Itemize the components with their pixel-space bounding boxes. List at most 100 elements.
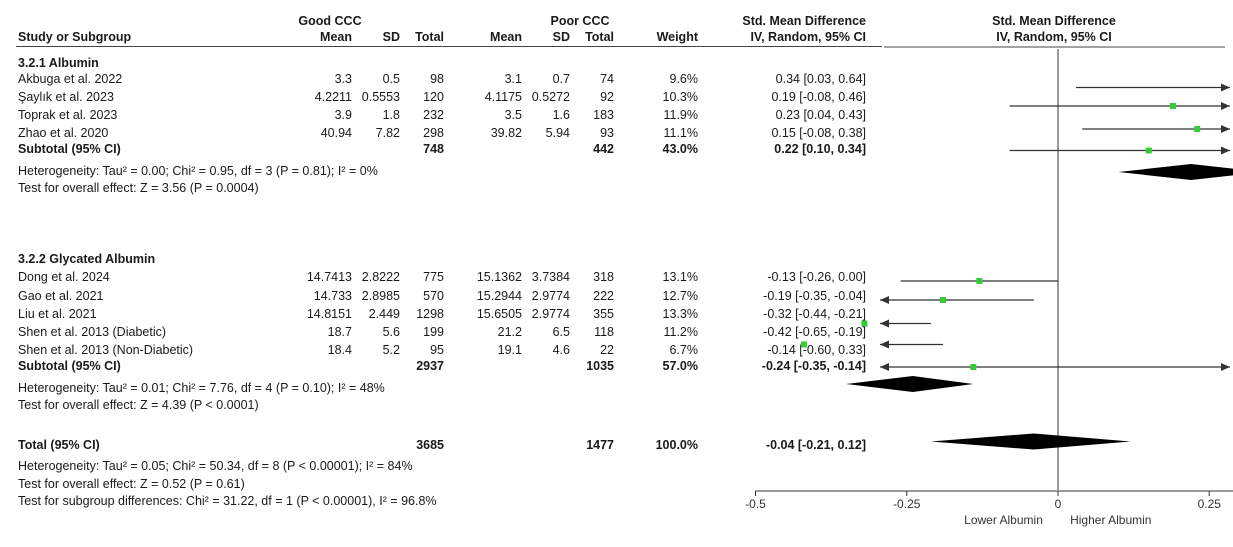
study-cell-total2: 93 (600, 126, 614, 140)
overall-effect-text: Test for overall effect: Z = 3.56 (P = 0… (18, 181, 259, 195)
col-header-weight: Weight (656, 30, 698, 44)
point-estimate (976, 278, 983, 284)
ci-arrow-left (880, 363, 889, 371)
plot-header: Std. Mean Difference (992, 14, 1116, 28)
study-cell-total1: 775 (423, 270, 444, 284)
study-cell-total2: 222 (593, 289, 614, 303)
study-cell-mean2: 4.1175 (484, 90, 522, 104)
study-cell-sd2: 1.6 (552, 108, 570, 122)
study-cell-mean2: 21.2 (497, 325, 522, 339)
study-cell-weight: 13.1% (662, 270, 698, 284)
study-cell-total1: 120 (423, 90, 444, 104)
study-cell-mean1: 14.733 (313, 289, 352, 303)
study-cell-mean2: 3.1 (504, 72, 522, 86)
study-cell-sd1: 7.82 (375, 126, 400, 140)
study-cell-sd2: 3.7384 (531, 270, 570, 284)
study-cell-sd1: 0.5553 (361, 90, 400, 104)
ci-arrow-left (880, 319, 889, 328)
x-label-right: Higher Albumin (1070, 513, 1151, 527)
study-cell-weight: 10.3% (662, 90, 698, 104)
study-cell-ci: 0.34 [0.03, 0.64] (775, 72, 866, 86)
study-cell-mean2: 15.1362 (476, 270, 522, 284)
subtotal-total2: 442 (593, 142, 614, 156)
summary-diamond (846, 376, 974, 392)
col-header-sd1: SD (382, 30, 400, 44)
smd-header: Std. Mean Difference (742, 14, 866, 28)
study-cell-ci: 0.15 [-0.08, 0.38] (771, 126, 866, 140)
study-cell-study: Akbuga et al. 2022 (18, 72, 123, 86)
study-cell-total1: 1298 (416, 307, 444, 321)
study-cell-weight: 11.9% (663, 108, 698, 122)
point-estimate (1194, 126, 1201, 132)
study-cell-mean1: 14.7413 (306, 270, 352, 284)
x-tick-label: 0.25 (1198, 497, 1222, 511)
overall-effect-text: Test for overall effect: Z = 4.39 (P < 0… (18, 398, 259, 412)
study-cell-total1: 199 (423, 325, 444, 339)
point-estimate (861, 320, 868, 327)
study-cell-total2: 183 (593, 108, 614, 122)
ci-arrow-left (880, 340, 889, 349)
study-cell-sd2: 6.5 (552, 325, 570, 339)
study-cell-weight: 13.3% (662, 307, 698, 321)
col-header-sd2: SD (552, 30, 570, 44)
subtotal-total1: 748 (423, 142, 444, 156)
subtotal-weight: 57.0% (662, 359, 698, 373)
study-cell-weight: 6.7% (669, 343, 699, 357)
ci-arrow-right (1221, 102, 1230, 110)
summary-diamond (1118, 164, 1233, 180)
study-cell-sd1: 0.5 (382, 72, 400, 86)
x-tick-label: -0.25 (893, 497, 921, 511)
subtotal-ci: -0.24 [-0.35, -0.14] (761, 359, 866, 373)
study-cell-sd2: 0.5272 (531, 90, 570, 104)
study-cell-mean1: 18.4 (327, 343, 352, 357)
study-cell-total1: 570 (423, 289, 444, 303)
x-tick-label: -0.5 (745, 497, 766, 511)
study-cell-mean2: 15.2944 (476, 289, 522, 303)
study-cell-total2: 92 (600, 90, 614, 104)
col-header-total1: Total (415, 30, 444, 44)
ci-arrow-right (1221, 146, 1230, 155)
study-cell-total1: 95 (430, 343, 444, 357)
study-cell-sd2: 2.9774 (531, 289, 570, 303)
study-cell-mean1: 3.9 (334, 108, 352, 122)
subtotal-label: Subtotal (95% CI) (18, 359, 121, 373)
study-cell-sd2: 0.7 (552, 72, 570, 86)
study-cell-study: Gao et al. 2021 (18, 289, 104, 303)
point-estimate (1169, 103, 1176, 109)
study-cell-mean1: 18.7 (327, 325, 352, 339)
col-header-mean2: Mean (490, 30, 522, 44)
ci-arrow-right (1221, 125, 1230, 133)
ci-arrow-right (1221, 83, 1230, 92)
footer-subgroup-diff: Test for subgroup differences: Chi² = 31… (18, 494, 437, 508)
study-cell-mean2: 3.5 (504, 108, 522, 122)
col-header-study: Study or Subgroup (18, 30, 132, 44)
x-tick-label: 0 (1055, 497, 1062, 511)
point-estimate (800, 341, 807, 348)
total-total1: 3685 (416, 438, 444, 452)
total-label: Total (95% CI) (18, 438, 100, 452)
ci-arrow-right (1221, 363, 1230, 371)
study-cell-ci: -0.14 [-0.60, 0.33] (767, 343, 866, 357)
subtotal-total1: 2937 (416, 359, 444, 373)
divider (16, 46, 882, 47)
study-cell-mean2: 39.82 (490, 126, 522, 140)
heterogeneity-text: Heterogeneity: Tau² = 0.01; Chi² = 7.76,… (18, 381, 385, 395)
study-cell-sd1: 2.8222 (361, 270, 400, 284)
study-cell-sd1: 1.8 (382, 108, 400, 122)
footer-heterogeneity: Heterogeneity: Tau² = 0.05; Chi² = 50.34… (18, 459, 413, 473)
study-cell-ci: -0.19 [-0.35, -0.04] (763, 289, 866, 303)
group1-header: Good CCC (298, 14, 362, 28)
point-estimate (970, 364, 977, 370)
study-cell-study: Toprak et al. 2023 (18, 108, 118, 122)
study-cell-weight: 11.1% (663, 126, 698, 140)
subtotal-total2: 1035 (586, 359, 614, 373)
total-ci: -0.04 [-0.21, 0.12] (765, 438, 866, 452)
study-cell-weight: 9.6% (669, 72, 699, 86)
point-estimate (1145, 147, 1152, 154)
study-cell-mean1: 40.94 (320, 126, 352, 140)
total-total2: 1477 (586, 438, 614, 452)
subgroup-title: 3.2.2 Glycated Albumin (18, 252, 156, 266)
study-cell-study: Shen et al. 2013 (Diabetic) (18, 325, 167, 339)
study-cell-mean2: 15.6505 (476, 307, 522, 321)
